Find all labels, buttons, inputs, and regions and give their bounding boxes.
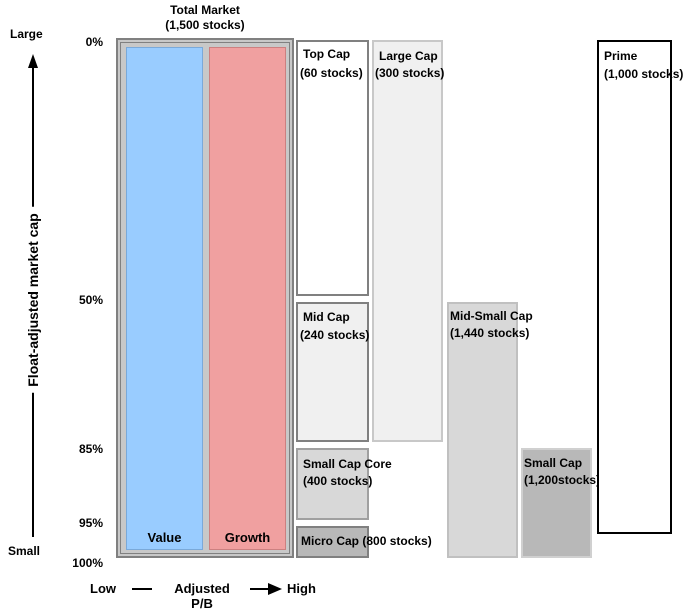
growth-label: Growth: [224, 530, 271, 545]
value-bar: Value: [126, 47, 203, 550]
pct-tick-100: 100%: [72, 556, 103, 570]
micro-cap-count: (800 stocks): [362, 534, 432, 548]
small-cap-box: Small Cap (1,200stocks): [521, 448, 600, 558]
y-axis-bottom-label: Small: [8, 544, 41, 558]
pct-tick-85: 85%: [78, 442, 103, 456]
large-cap-count: (300 stocks): [375, 66, 445, 80]
micro-cap-label: Micro Cap (800 stocks): [301, 533, 432, 549]
prime-box: Prime (1,000 stocks): [597, 40, 683, 534]
y-axis-arrowhead: [28, 54, 38, 68]
total-market-title: Total Market: [170, 3, 240, 17]
y-axis-title: Float-adjusted market cap: [25, 207, 41, 393]
top-cap-box: Top Cap (60 stocks): [296, 40, 369, 296]
x-axis-arrowhead: [268, 583, 282, 595]
mid-small-cap-count: (1,440 stocks): [450, 326, 530, 340]
growth-bar: Growth: [209, 47, 286, 550]
x-axis-high-label: High: [287, 581, 316, 596]
mid-cap-name: Mid Cap: [303, 310, 350, 324]
pct-tick-50: 50%: [78, 293, 103, 307]
mid-cap-count: (240 stocks): [300, 328, 370, 342]
x-axis-title-line2: P/B: [191, 596, 213, 611]
small-cap-core-name: Small Cap Core: [303, 457, 392, 471]
prime-count: (1,000 stocks): [604, 67, 684, 81]
mid-cap-box: Mid Cap (240 stocks): [296, 302, 369, 442]
mid-small-cap-name: Mid-Small Cap: [450, 309, 533, 323]
prime-name: Prime: [604, 49, 638, 63]
total-market-header: Total Market (1,500 stocks): [135, 3, 275, 33]
large-cap-box: Large Cap (300 stocks): [372, 40, 445, 442]
micro-cap-box: Micro Cap (800 stocks): [296, 526, 432, 558]
pct-tick-95: 95%: [78, 516, 103, 530]
top-cap-count: (60 stocks): [300, 66, 363, 80]
total-market-inner-frame: [120, 42, 290, 554]
small-cap-core-box: Small Cap Core (400 stocks): [296, 448, 392, 520]
micro-cap-name: Micro Cap: [301, 534, 360, 548]
value-label: Value: [147, 530, 182, 545]
x-axis-title-line1: Adjusted: [174, 581, 230, 596]
pct-tick-0: 0%: [85, 35, 103, 49]
small-cap-count: (1,200stocks): [524, 473, 601, 487]
total-market-count: (1,500 stocks): [165, 18, 245, 32]
y-axis-top-label: Large: [10, 27, 43, 41]
mid-small-cap-box: Mid-Small Cap (1,440 stocks): [447, 302, 533, 558]
top-cap-name: Top Cap: [303, 47, 351, 61]
x-axis-low-label: Low: [90, 581, 116, 596]
large-cap-name: Large Cap: [379, 49, 438, 63]
small-cap-name: Small Cap: [524, 456, 583, 470]
x-axis-title: Adjusted P/B: [162, 581, 242, 611]
small-cap-core-count: (400 stocks): [303, 474, 373, 488]
